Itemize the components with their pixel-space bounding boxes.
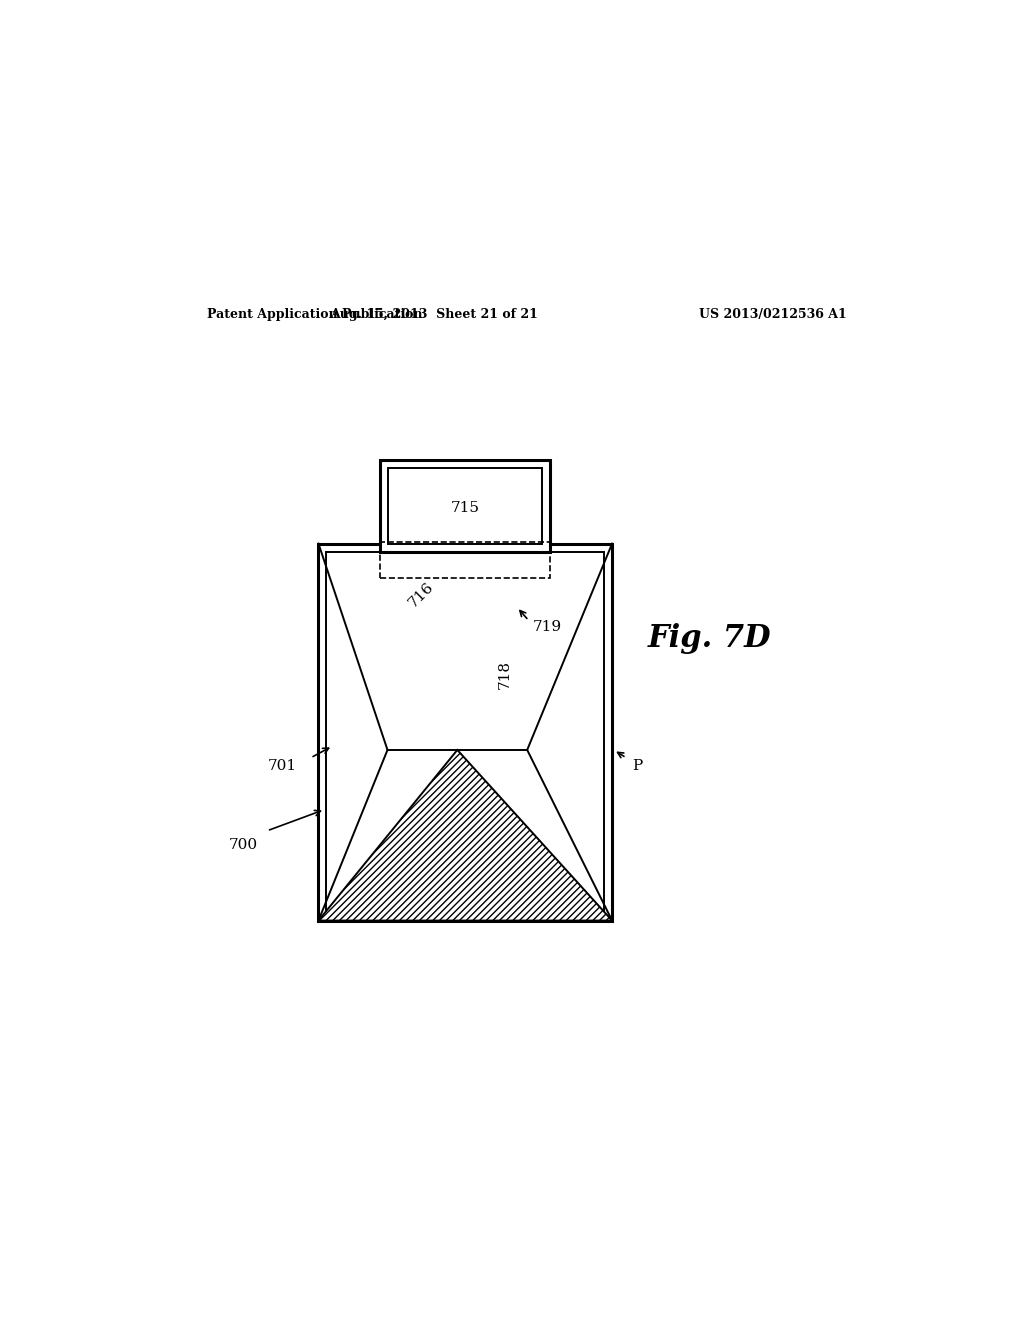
Bar (380, 543, 550, 578)
Text: 701: 701 (268, 759, 297, 772)
Text: 715: 715 (451, 500, 480, 515)
Text: P: P (632, 759, 642, 772)
Text: Fig. 7D: Fig. 7D (648, 623, 771, 655)
Text: Aug. 15, 2013  Sheet 21 of 21: Aug. 15, 2013 Sheet 21 of 21 (330, 308, 538, 321)
Text: 719: 719 (532, 620, 562, 634)
Bar (318, 544, 612, 920)
Bar (387, 469, 543, 544)
Text: 716: 716 (407, 579, 437, 610)
Polygon shape (318, 750, 612, 920)
Text: US 2013/0212536 A1: US 2013/0212536 A1 (699, 308, 847, 321)
Text: 700: 700 (228, 838, 258, 853)
Text: 718: 718 (498, 660, 512, 689)
Text: Patent Application Publication: Patent Application Publication (207, 308, 423, 321)
Bar (327, 552, 604, 912)
Bar (380, 461, 550, 552)
